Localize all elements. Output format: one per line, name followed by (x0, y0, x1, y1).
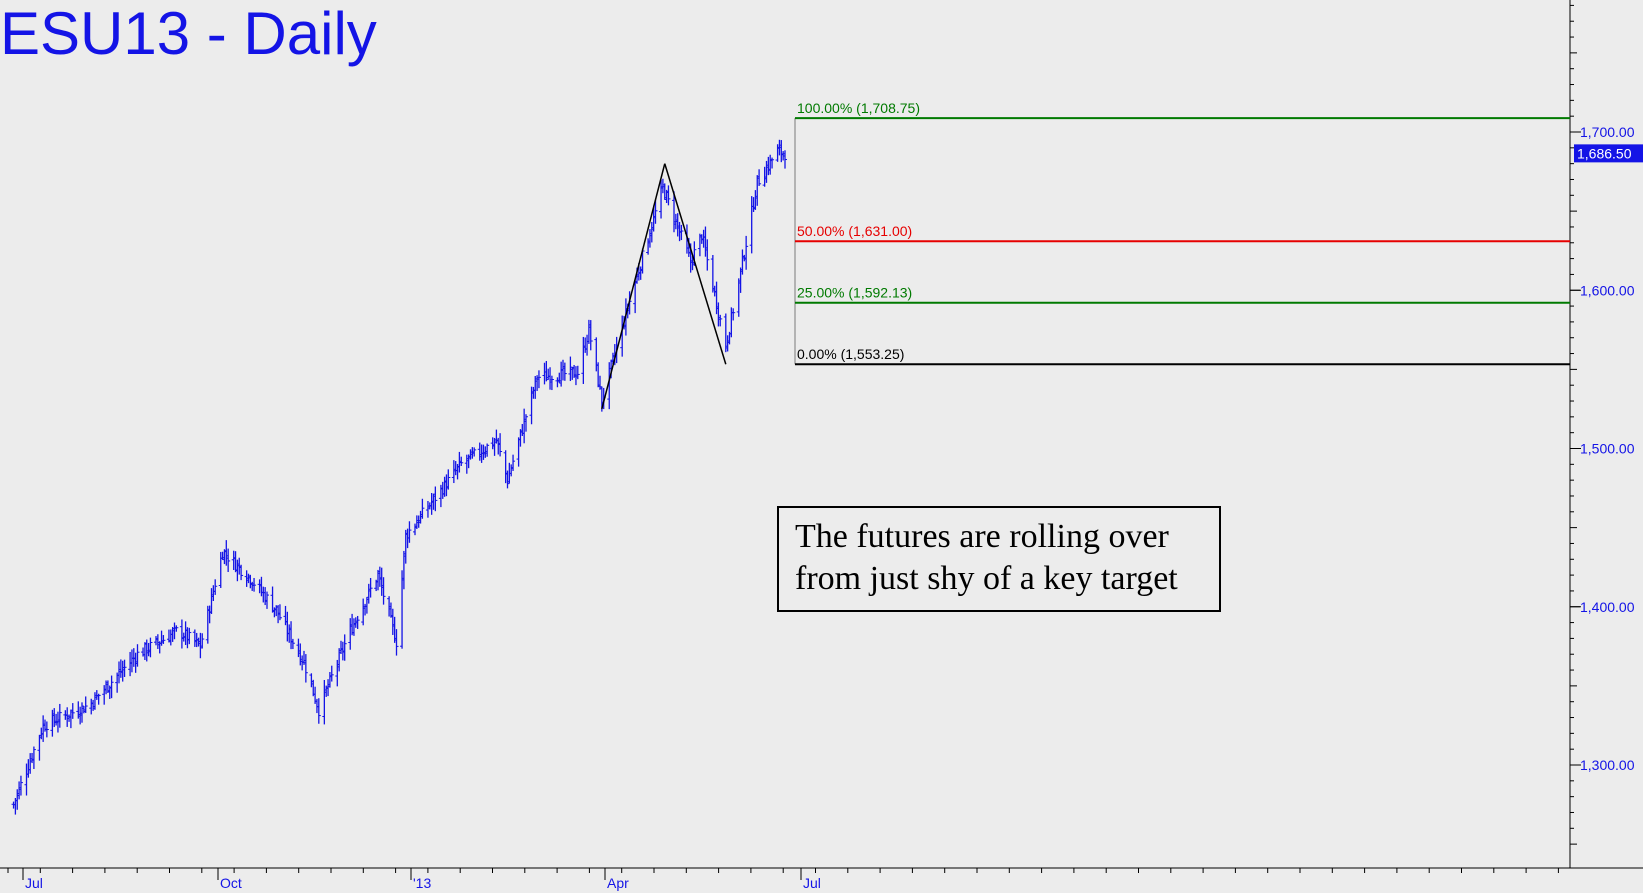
y-tick-label: 1,400.00 (1580, 599, 1635, 615)
fib-level-label: 100.00% (1,708.75) (797, 100, 920, 116)
y-tick-label: 1,300.00 (1580, 757, 1635, 773)
annotation-box: The futures are rolling over from just s… (777, 506, 1221, 612)
fib-level-label: 25.00% (1,592.13) (797, 285, 912, 301)
x-tick-label: Jul (25, 875, 43, 891)
x-tick-label: Oct (220, 875, 242, 891)
y-tick-label: 1,600.00 (1580, 282, 1635, 298)
pattern-line (664, 163, 727, 365)
fib-level-label: 0.00% (1,553.25) (797, 346, 904, 362)
chart-title: ESU13 - Daily (0, 0, 377, 67)
pattern-line (601, 163, 666, 410)
x-tick-label: '13 (413, 875, 431, 891)
last-price-badge (1574, 144, 1643, 163)
x-tick-label: Apr (607, 875, 629, 891)
x-tick-label: Jul (803, 875, 821, 891)
y-tick-label: 1,500.00 (1580, 441, 1635, 457)
annotation-line-2: from just shy of a key target (795, 560, 1178, 597)
annotation-line-1: The futures are rolling over (795, 518, 1169, 555)
fib-level-label: 50.00% (1,631.00) (797, 223, 912, 239)
y-tick-label: 1,700.00 (1580, 124, 1635, 140)
last-price-label: 1,686.50 (1577, 145, 1632, 161)
